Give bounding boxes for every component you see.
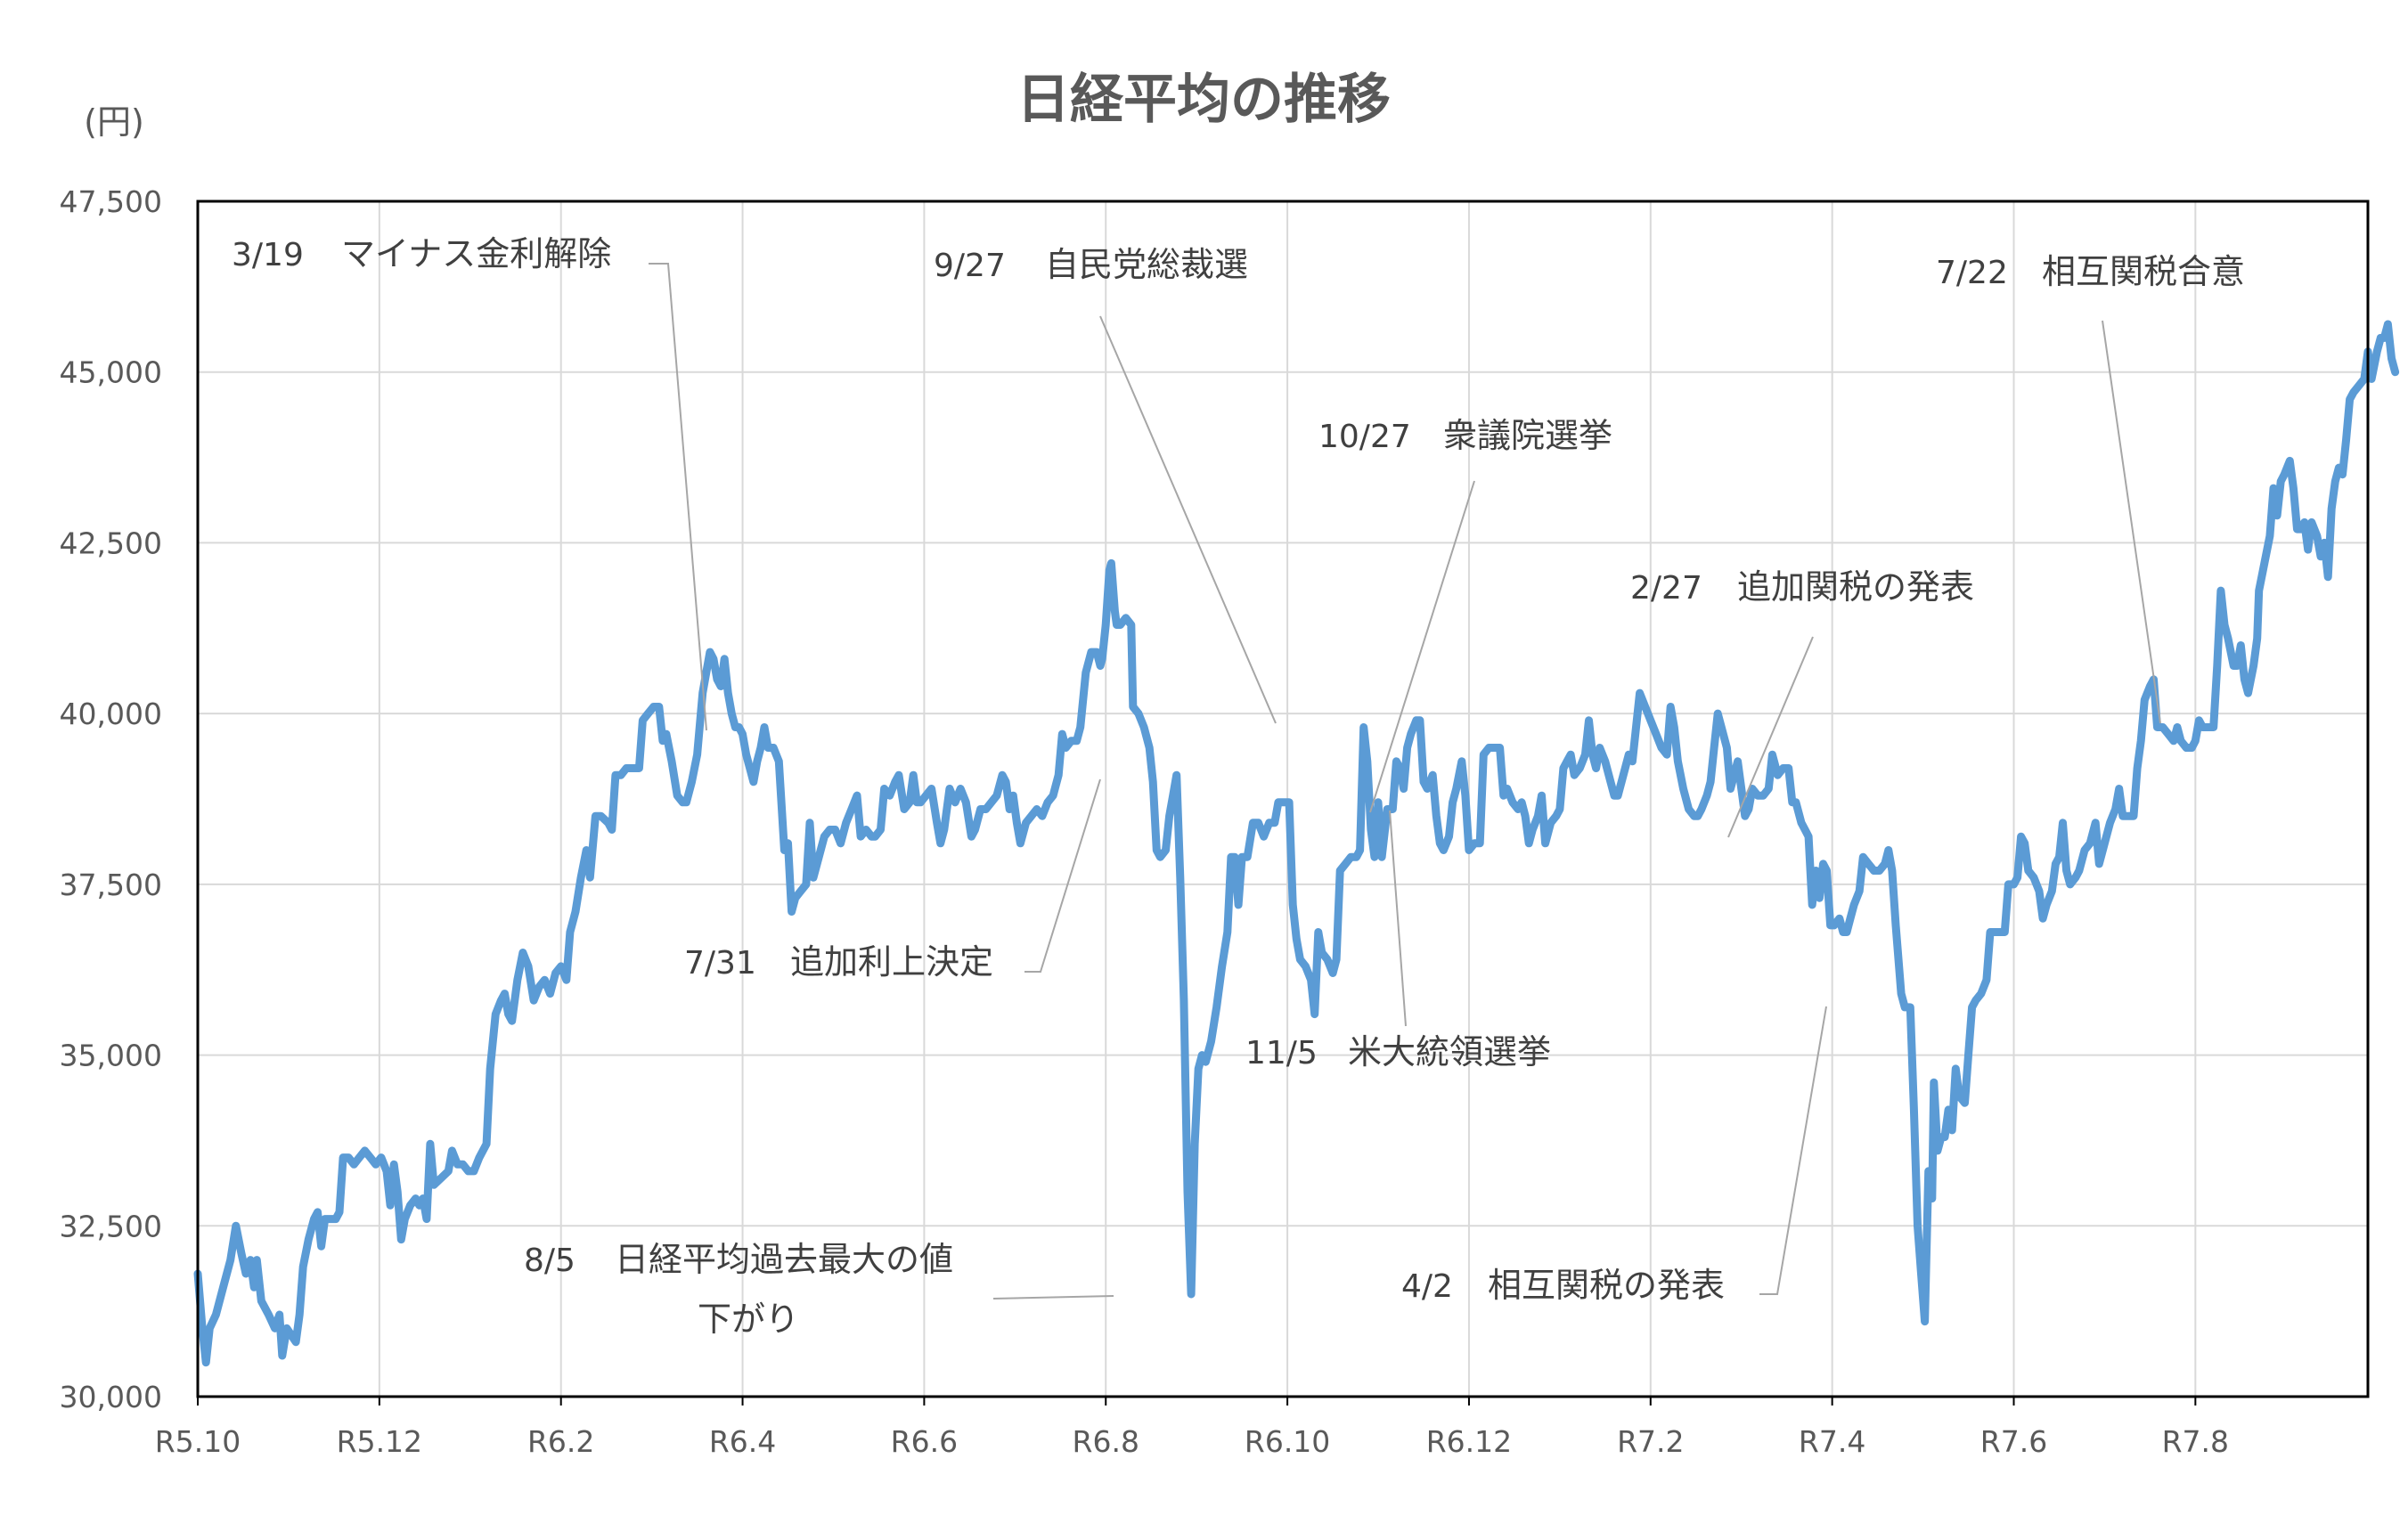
- annotation-date: 10/27: [1318, 419, 1411, 455]
- x-tick-label: R6.12: [1426, 1424, 1512, 1459]
- annotation-text: 自民党総裁選: [1045, 245, 1248, 284]
- annotation-group: 11/5 米大統領選挙: [1245, 810, 1551, 1071]
- y-tick-label: 32,500: [60, 1209, 162, 1243]
- annotation-date: 4/2: [1401, 1268, 1453, 1305]
- annotation-date: 7/31: [684, 945, 756, 982]
- annotation-group: 9/27 自民党総裁選: [934, 245, 1277, 724]
- annotation-group: 4/2 相互関税の発表: [1401, 1006, 1827, 1305]
- y-tick-label: 40,000: [60, 697, 162, 731]
- x-tick-label: R7.8: [2162, 1424, 2229, 1459]
- y-tick-label: 47,500: [60, 184, 162, 219]
- x-tick-label: R6.8: [1073, 1424, 1139, 1459]
- annotation-leader-line: [649, 263, 707, 731]
- annotation-group: 7/31 追加利上決定: [684, 778, 1101, 982]
- x-tick-label: R7.4: [1799, 1424, 1865, 1459]
- annotation-date: 8/5: [524, 1243, 575, 1279]
- annotation-text: 追加利上決定: [790, 942, 993, 982]
- y-tick-label: 42,500: [60, 526, 162, 560]
- annotation-text: マイナス金利解除: [341, 234, 611, 273]
- x-tick-label: R5.10: [155, 1424, 241, 1459]
- annotation-text-line2: 下がり: [698, 1300, 799, 1339]
- annotation-leader-line: [1369, 480, 1475, 813]
- series-layer: [193, 320, 2400, 1367]
- annotation-text: 相互関税合意: [2042, 252, 2245, 291]
- chart-title: 日経平均の推移: [1016, 69, 1391, 131]
- annotation-group: 10/27 衆議院選挙: [1318, 416, 1612, 813]
- y-axis-unit: (円): [84, 102, 144, 142]
- annotation-leader-line: [2102, 320, 2161, 724]
- y-tick-label: 37,500: [60, 868, 162, 902]
- annotation-text: 日経平均過去最大の値: [615, 1240, 953, 1279]
- x-tick-label: R6.4: [709, 1424, 776, 1459]
- annotation-date: 11/5: [1245, 1035, 1318, 1071]
- annotation-text: 衆議院選挙: [1443, 416, 1612, 455]
- x-tick-label: R7.2: [1617, 1424, 1684, 1459]
- annotation-group: 2/27 追加関税の発表: [1630, 567, 1974, 838]
- x-tick-label: R5.12: [337, 1424, 422, 1459]
- annotations: 3/19 マイナス金利解除 9/27 自民党総裁選 7/22 相互関税合意 10/27 衆議院…: [232, 234, 2245, 1339]
- annotation-date: 2/27: [1630, 570, 1702, 607]
- annotation-group: 7/22 相互関税合意: [1936, 252, 2245, 724]
- x-tick-label: R7.6: [1980, 1424, 2047, 1459]
- nikkei-series-line: [193, 320, 2400, 1367]
- annotation-text: 追加関税の発表: [1737, 567, 1974, 607]
- y-tick-label: 45,000: [60, 355, 162, 390]
- annotation-date: 7/22: [1936, 255, 2008, 291]
- annotation-leader-line: [1024, 778, 1101, 973]
- x-tick-label: R6.2: [527, 1424, 594, 1459]
- x-tick-label: R6.10: [1245, 1424, 1330, 1459]
- x-tick-label: R6.6: [891, 1424, 958, 1459]
- annotation-leader-line: [1099, 315, 1277, 724]
- annotation-leader-line: [992, 1295, 1114, 1300]
- y-tick-label: 30,000: [60, 1380, 162, 1414]
- x-tick-labels: R5.10 R5.12 R6.2 R6.4 R6.6 R6.8 R6.10 R6.12 R7.2…: [155, 1397, 2229, 1459]
- annotation-date: 9/27: [934, 248, 1006, 284]
- annotation-group: 3/19 マイナス金利解除: [232, 234, 707, 731]
- annotation-leader-line: [1727, 636, 1814, 838]
- plot-frame: [196, 200, 2370, 1398]
- annotation-date: 3/19: [232, 237, 304, 273]
- y-tick-labels: 30,000 32,500 35,000 37,500 40,000 42,500 45,0…: [60, 184, 162, 1414]
- annotation-text: 米大統領選挙: [1348, 1032, 1551, 1071]
- annotation-leader-line: [1389, 810, 1407, 1027]
- annotation-leader-line: [1759, 1006, 1827, 1295]
- y-tick-label: 35,000: [60, 1039, 162, 1073]
- annotation-text: 相互関税の発表: [1488, 1266, 1725, 1305]
